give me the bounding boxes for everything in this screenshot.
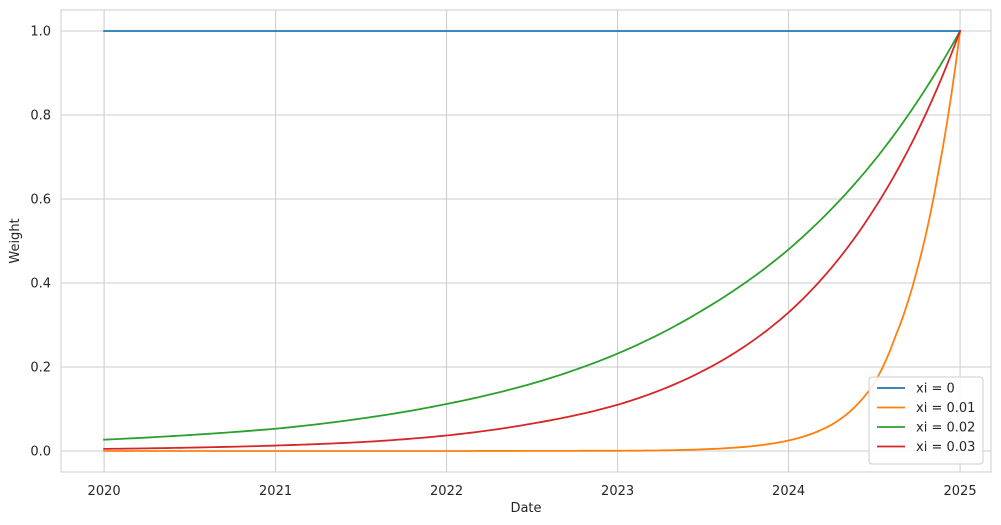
plot-area bbox=[61, 10, 991, 472]
y-tick-label: 0.6 bbox=[30, 193, 51, 208]
legend-label: xi = 0 bbox=[916, 382, 955, 397]
legend-label: xi = 0.03 bbox=[916, 440, 975, 455]
series-lines bbox=[103, 29, 962, 452]
legend: xi = 0 xi = 0.01 xi = 0.02 xi = 0.03 bbox=[868, 376, 984, 465]
series-line-2 bbox=[103, 29, 962, 441]
x-tick-label: 2024 bbox=[772, 484, 805, 499]
y-tick-label: 0.4 bbox=[30, 277, 51, 292]
grid-lines bbox=[61, 10, 991, 472]
y-axis-label: Weight bbox=[8, 218, 23, 263]
x-tick-label: 2023 bbox=[601, 484, 634, 499]
series-line-3 bbox=[103, 29, 962, 450]
y-tick-label: 0.2 bbox=[30, 361, 51, 376]
series-line-1 bbox=[103, 29, 962, 452]
y-tick-label: 1.0 bbox=[30, 25, 51, 40]
y-tick-label: 0.0 bbox=[30, 445, 51, 460]
legend-label: xi = 0.02 bbox=[916, 421, 975, 436]
legend-label: xi = 0.01 bbox=[916, 401, 975, 416]
x-tick-labels: 2020 2021 2022 2023 2024 2025 bbox=[88, 484, 977, 499]
plot-frame bbox=[60, 9, 992, 473]
x-tick-label: 2022 bbox=[430, 484, 463, 499]
x-tick-label: 2020 bbox=[88, 484, 121, 499]
x-tick-label: 2025 bbox=[944, 484, 977, 499]
legend-box bbox=[868, 376, 984, 465]
x-axis-label: Date bbox=[510, 501, 541, 516]
y-tick-label: 0.8 bbox=[30, 109, 51, 124]
x-tick-label: 2021 bbox=[259, 484, 292, 499]
y-tick-labels: 0.0 0.2 0.4 0.6 0.8 1.0 bbox=[30, 25, 51, 460]
